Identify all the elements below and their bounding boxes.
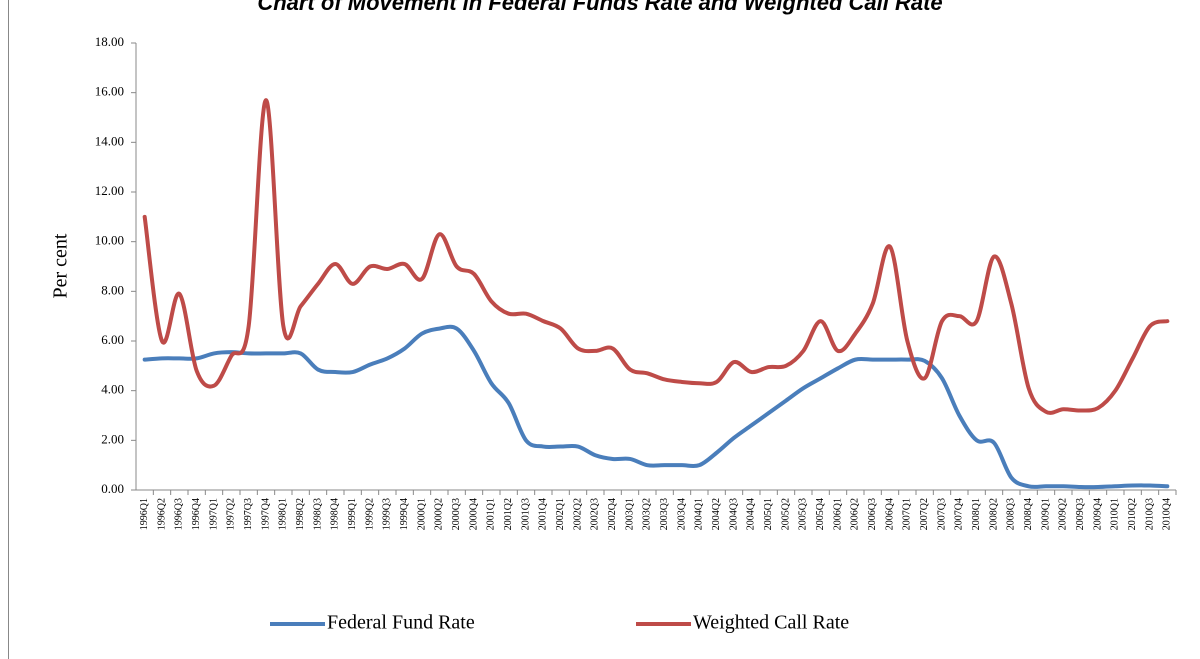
x-tick-label: 2003Q1 <box>624 498 635 530</box>
x-tick-label: 1996Q3 <box>174 498 185 530</box>
y-tick-label: 12.00 <box>95 183 124 198</box>
line-series <box>142 98 1170 415</box>
x-tick-label: 2009Q4 <box>1092 498 1103 530</box>
x-tick-label: 1997Q3 <box>243 498 254 530</box>
x-tick-label: 1999Q1 <box>347 498 358 530</box>
x-tick-label: 1996Q1 <box>139 498 150 530</box>
x-tick-label: 2008Q1 <box>971 498 982 530</box>
x-tick-label: 2000Q3 <box>451 498 462 530</box>
y-tick-label: 14.00 <box>95 133 124 148</box>
x-tick-label: 1996Q4 <box>191 498 202 530</box>
x-tick-label: 2008Q4 <box>1023 498 1034 530</box>
legend-label: Weighted Call Rate <box>693 612 849 634</box>
x-tick-label: 1996Q2 <box>156 498 167 530</box>
x-tick-label: 2003Q4 <box>676 498 687 530</box>
x-tick-label: 2000Q4 <box>468 498 479 530</box>
y-tick-label: 8.00 <box>101 282 124 297</box>
x-tick-label: 2010Q1 <box>1110 498 1121 530</box>
x-tick-label: 2004Q4 <box>746 498 757 530</box>
x-tick-label: 2006Q4 <box>884 498 895 530</box>
y-tick-label: 18.00 <box>95 34 124 49</box>
x-tick-label: 2003Q3 <box>659 498 670 530</box>
x-tick-label: 2004Q2 <box>711 498 722 530</box>
y-tick-label: 16.00 <box>95 84 124 99</box>
x-tick-label: 2007Q2 <box>919 498 930 530</box>
x-tick-label: 2007Q4 <box>954 498 965 530</box>
y-tick-label: 0.00 <box>101 481 124 496</box>
x-tick-label: 2006Q3 <box>867 498 878 530</box>
x-tick-label: 2001Q4 <box>538 498 549 530</box>
x-tick-label: 1997Q1 <box>208 498 219 530</box>
x-tick-label: 2007Q3 <box>936 498 947 530</box>
x-tick-label: 2005Q3 <box>798 498 809 530</box>
x-tick-label: 2002Q1 <box>555 498 566 530</box>
x-tick-label: 2008Q2 <box>988 498 999 530</box>
x-tick-label: 1999Q4 <box>399 498 410 530</box>
x-tick-label: 1998Q2 <box>295 498 306 530</box>
x-tick-label: 1998Q4 <box>330 498 341 530</box>
chart-title: Chart of Movement in Federal Funds Rate … <box>257 0 942 15</box>
y-tick-label: 4.00 <box>101 382 124 397</box>
x-tick-label: 2001Q2 <box>503 498 514 530</box>
x-tick-label: 2005Q1 <box>763 498 774 530</box>
x-tick-label: 2010Q2 <box>1127 498 1138 530</box>
x-tick-label: 2009Q2 <box>1058 498 1069 530</box>
legend-label: Federal Fund Rate <box>327 612 475 634</box>
x-tick-label: 2005Q2 <box>780 498 791 530</box>
x-tick-label: 2006Q1 <box>832 498 843 530</box>
x-tick-label: 2005Q4 <box>815 498 826 530</box>
y-tick-label: 6.00 <box>101 332 124 347</box>
x-tick-label: 1999Q2 <box>364 498 375 530</box>
x-tick-label: 2002Q2 <box>572 498 583 530</box>
x-tick-label: 1999Q3 <box>382 498 393 530</box>
x-tick-label: 2009Q1 <box>1040 498 1051 530</box>
x-tick-label: 2010Q4 <box>1162 498 1173 530</box>
x-tick-label: 2007Q1 <box>902 498 913 530</box>
x-tick-label: 2000Q1 <box>416 498 427 530</box>
x-tick-label: 2004Q1 <box>694 498 705 530</box>
x-tick-label: 1998Q3 <box>312 498 323 530</box>
x-tick-label: 2008Q3 <box>1006 498 1017 530</box>
x-tick-label: 1998Q1 <box>278 498 289 530</box>
y-tick-label: 10.00 <box>95 233 124 248</box>
x-tick-label: 2000Q2 <box>434 498 445 530</box>
line-series <box>142 324 1170 490</box>
y-tick-label: 2.00 <box>101 431 124 446</box>
x-tick-label: 2009Q3 <box>1075 498 1086 530</box>
x-tick-label: 2004Q3 <box>728 498 739 530</box>
x-tick-label: 2002Q4 <box>607 498 618 530</box>
x-tick-label: 2001Q3 <box>520 498 531 530</box>
x-tick-label: 2003Q2 <box>642 498 653 530</box>
x-tick-label: 1997Q2 <box>226 498 237 530</box>
x-tick-label: 2010Q3 <box>1144 498 1155 530</box>
x-tick-label: 2002Q3 <box>590 498 601 530</box>
y-axis-label: Per cent <box>50 233 72 298</box>
x-tick-label: 1997Q4 <box>260 498 271 530</box>
x-tick-label: 2001Q1 <box>486 498 497 530</box>
x-tick-label: 2006Q2 <box>850 498 861 530</box>
